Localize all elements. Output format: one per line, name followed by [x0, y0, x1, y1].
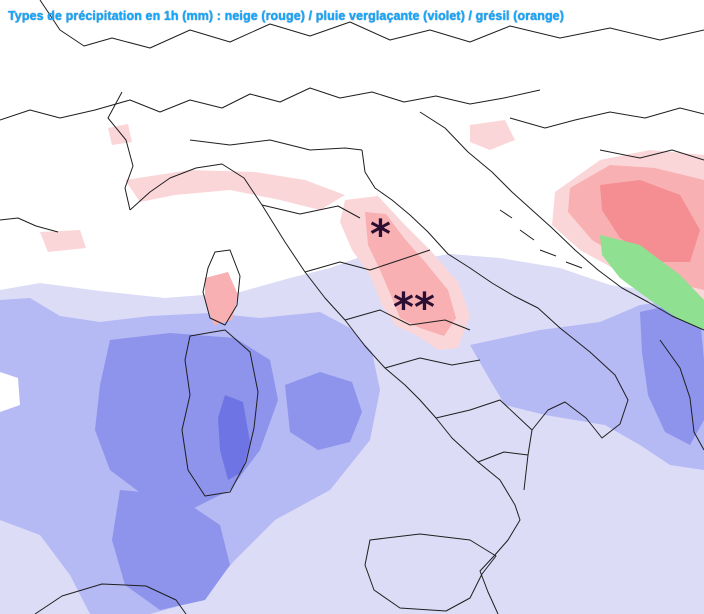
italy-inner-region-1 — [261, 204, 361, 219]
italy-inner-region-6 — [477, 451, 529, 463]
rain-layer — [0, 254, 704, 614]
snow-area-west-spot — [40, 230, 86, 252]
spain-coast — [0, 217, 59, 233]
snow-area-alps-west — [125, 170, 345, 210]
italy-inner-region-4 — [384, 357, 481, 369]
snow-layer — [40, 120, 704, 350]
alps-border — [0, 87, 541, 121]
italy-inner-region-3 — [344, 309, 471, 331]
snow-area-alps-spot-1 — [108, 124, 132, 145]
greece-coast — [659, 339, 704, 451]
snow-marker-3: * — [414, 285, 435, 331]
corsica-outline — [202, 249, 241, 326]
rain-area-heavy-east — [640, 305, 704, 445]
snow-area-balkans-heavy — [600, 180, 700, 262]
italy-inner-region-5 — [435, 399, 533, 431]
sicily-outline — [364, 533, 497, 612]
sardinia-outline — [181, 329, 259, 497]
po-valley-border — [189, 139, 363, 151]
italy-east-coastline — [361, 149, 629, 491]
rain-area-very-heavy — [218, 395, 250, 480]
balkan-inner-border — [509, 107, 704, 129]
mixed-area-balkans — [600, 235, 704, 330]
rain-area-heavy-tyrrhenian — [285, 372, 362, 450]
rain-area-heavy-south — [112, 490, 230, 610]
rain-area-white-gap — [0, 372, 20, 412]
italy-west-coastline — [129, 163, 521, 614]
italy-inner-region-2 — [304, 249, 431, 273]
balkan-inner-border-2 — [599, 149, 704, 161]
snow-area-apennines-core — [365, 212, 456, 336]
dalmatian-islands — [499, 209, 583, 269]
snow-marker-1: * — [370, 212, 391, 258]
tunisia-coast — [34, 583, 187, 614]
snow-marker-2: * — [393, 285, 414, 331]
snow-area-alps-spot-2 — [470, 120, 515, 150]
north-border — [39, 0, 704, 49]
map-title: Types de précipitation en 1h (mm) : neig… — [8, 9, 564, 23]
mixed-layer — [600, 235, 704, 330]
slovenia-croatia-border — [419, 111, 704, 331]
france-border — [107, 91, 134, 211]
snow-area-corsica — [205, 272, 238, 325]
